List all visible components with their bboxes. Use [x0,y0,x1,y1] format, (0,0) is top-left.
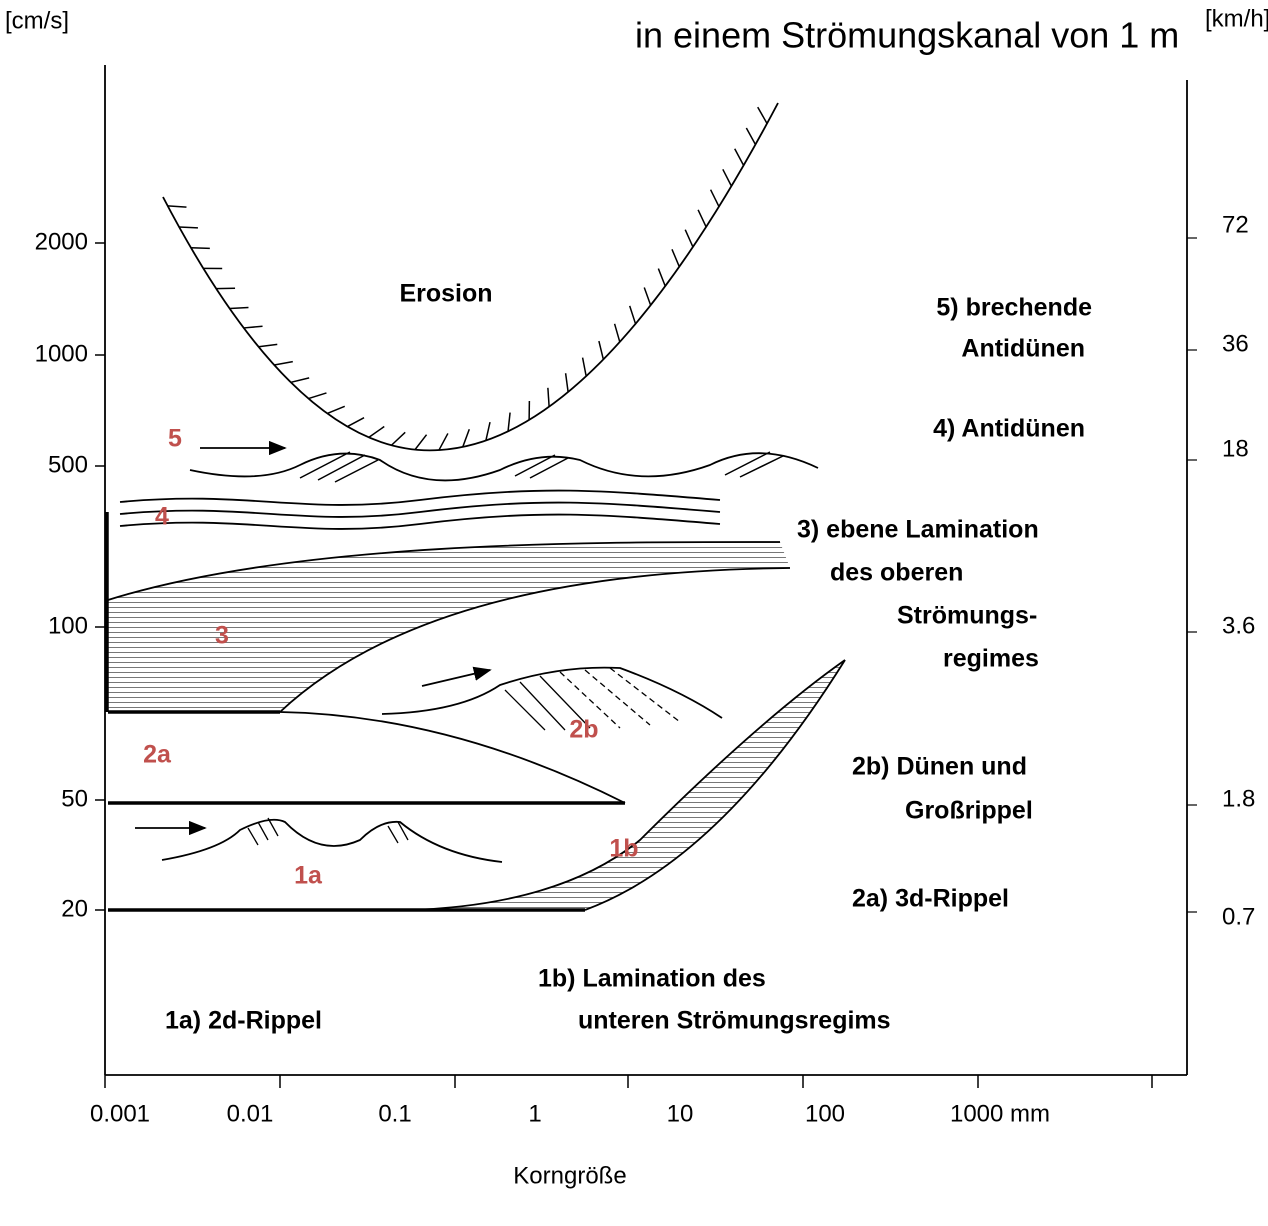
region-label: 4) Antidünen [933,415,1085,443]
axes [104,65,1188,1076]
left-tick-label: 100 [48,612,88,639]
bottom-tick-label: 1 [528,1100,541,1127]
right-tick-label: 1.8 [1222,785,1255,812]
hatch [290,377,310,384]
hatch [243,325,263,329]
region-label: Antidünen [961,335,1085,363]
marker-label: 4 [155,503,169,531]
region-label: Großrippel [905,797,1033,825]
left-tick-label: 2000 [35,228,88,255]
hatch [671,249,680,267]
region-label: 5) brechende [936,294,1092,322]
region-label: des oberen [830,559,963,587]
hatch [581,357,587,377]
right-tick-label: 72 [1222,211,1249,238]
hatch [347,417,365,428]
marker-label: 1b [609,835,638,863]
hatch [684,229,694,248]
hatch [757,106,768,124]
left-tick-label: 1000 [35,340,88,367]
hatch [643,287,652,306]
ticks: 2000 1000 500 100 50 20 72 36 18 3.6 1.8 0.7 0.001 0.… [35,211,1256,1189]
bottom-tick-label: 0.1 [378,1100,411,1127]
bottom-tick-label: 0.01 [227,1100,274,1127]
bottom-tick-label: 0.001 [90,1100,150,1127]
right-unit: [km/h] [1205,5,1268,32]
hatch [598,340,605,360]
left-unit: [cm/s] [5,7,69,34]
hatch [628,305,637,325]
hatch [745,127,757,145]
region-label: Strömungs- [897,602,1037,630]
hatch [327,405,346,415]
right-tick-label: 3.6 [1222,612,1255,639]
region-label: regimes [943,645,1039,673]
region-label: 1b) Lamination des [538,965,766,993]
hatch [734,148,745,166]
region-label: 3) ebene Lamination [797,516,1039,544]
hatch [697,209,707,228]
hatch [507,412,511,432]
hatch [229,306,249,310]
bottom-tick-label: 10 [667,1100,694,1127]
hatch [308,392,327,400]
hatch [258,343,278,348]
title: in einem Strömungskanal von 1 m [635,15,1179,56]
left-tick-label: 500 [48,451,88,478]
hatch [390,431,406,446]
right-tick-label: 18 [1222,435,1249,462]
region-label: 1a) 2d-Rippel [165,1007,322,1035]
hatch [414,434,428,451]
hatch [722,168,733,187]
marker-label: 1a [294,862,323,890]
right-tick-label: 36 [1222,330,1249,357]
hatch [368,425,385,438]
right-tick-label: 0.7 [1222,903,1255,930]
region-label: Erosion [399,280,492,308]
hatch [613,323,621,343]
hatch [462,428,470,448]
hatch [657,268,666,287]
hatch [190,247,210,250]
hatch [485,421,491,441]
hatch [167,205,187,208]
marker-label: 2a [143,741,172,769]
region-label: 2a) 3d-Rippel [852,885,1009,913]
bottom-tick-label: 1000 mm [950,1100,1050,1127]
hatch [179,226,198,229]
left-tick-label: 50 [61,785,88,812]
shapes [105,102,846,912]
bottom-tick-label: 100 [805,1100,845,1127]
hatch [564,373,569,393]
hatch [274,360,293,366]
marker-label: 5 [168,425,182,453]
hatch [547,387,550,407]
hatch [709,189,720,207]
marker-label: 3 [215,622,229,650]
region-label: 2b) Dünen und [852,753,1027,781]
marker-label: 2b [569,716,598,744]
left-tick-label: 20 [61,895,88,922]
region-label: unteren Strömungsregims [578,1007,891,1035]
hatch [438,433,449,451]
axis-label: Korngröße [513,1162,626,1189]
